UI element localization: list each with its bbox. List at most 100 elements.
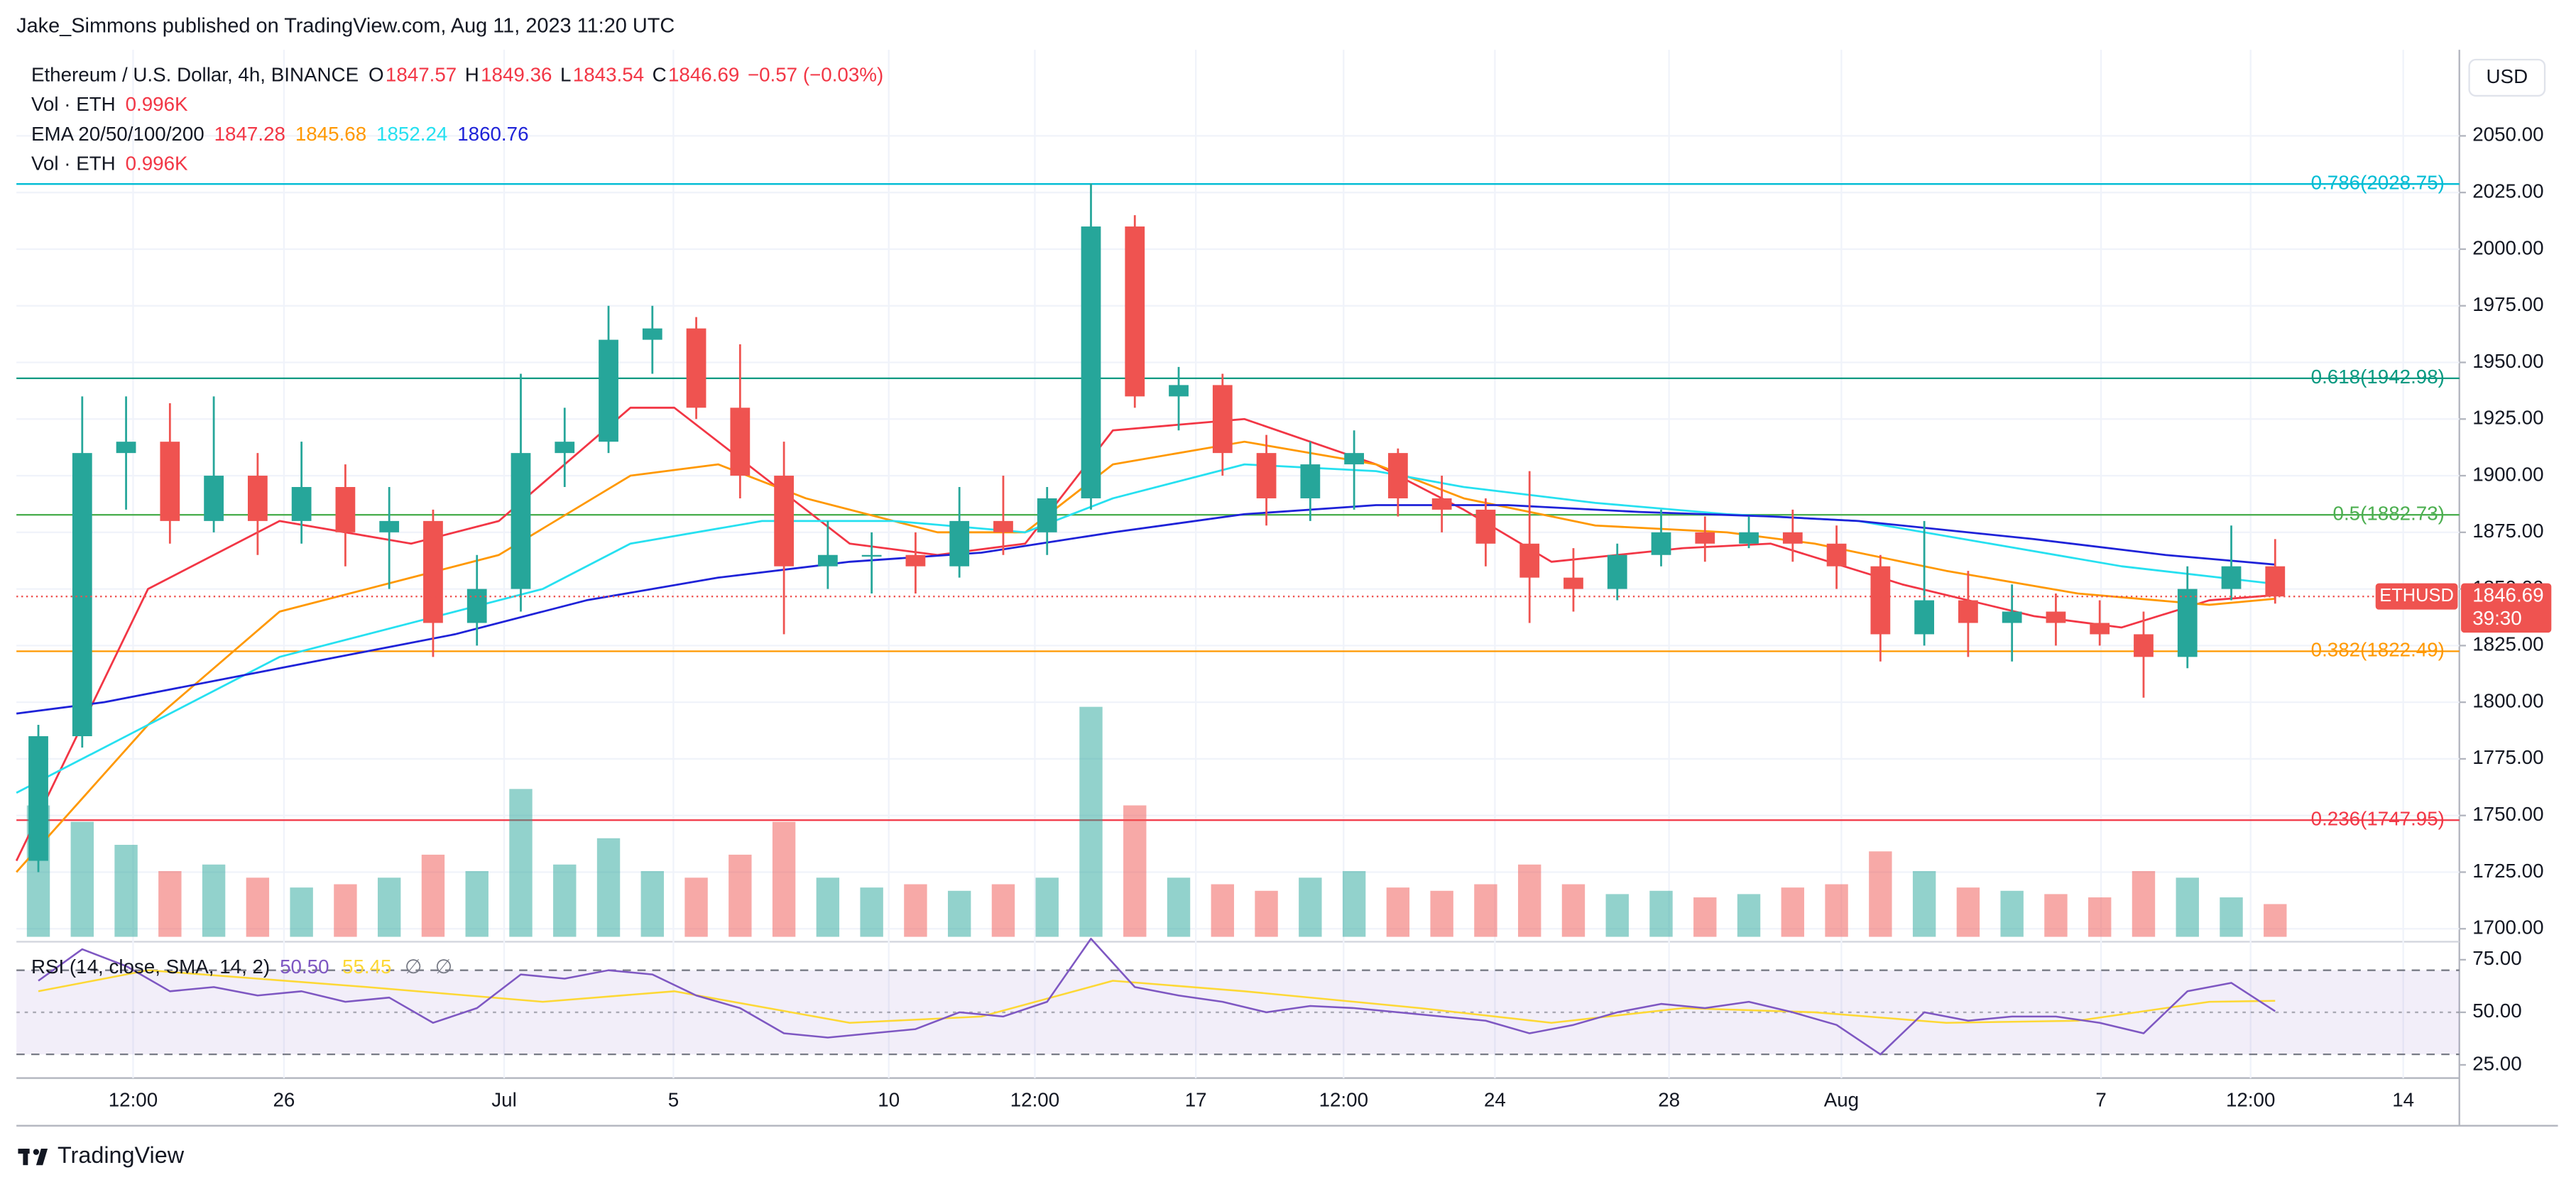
x-tick-label: 12:00 (1010, 1088, 1059, 1110)
y-tick-label: 1975.00 (2472, 293, 2543, 315)
volume-bar (1649, 890, 1673, 937)
x-tick-label: 14 (2392, 1088, 2414, 1110)
currency-label[interactable]: USD (2487, 65, 2528, 87)
candle-body (1125, 226, 1145, 397)
candle-body (1958, 600, 1978, 623)
volume-bar (1211, 884, 1235, 937)
volume-bar (947, 890, 971, 937)
volume-bar (1342, 871, 1366, 937)
candle-body (28, 736, 48, 861)
volume-bar (1912, 871, 1936, 937)
volume-bar (991, 884, 1015, 937)
legend-text: 55.45 (342, 956, 391, 978)
legend-text: Vol · ETH (31, 93, 116, 115)
legend-text: 50.50 (280, 956, 329, 978)
x-tick-label: 26 (273, 1088, 295, 1110)
volume-bar (1561, 884, 1586, 937)
volume-bar (1386, 887, 1410, 937)
rsi-ma-line (38, 969, 2276, 1024)
x-tick-label: 7 (2095, 1088, 2106, 1110)
volume-bar (2220, 897, 2243, 937)
currency-button[interactable] (2468, 58, 2546, 97)
x-tick-label: Jul (491, 1088, 516, 1110)
symbol-tag (2375, 583, 2458, 610)
legend-text: O (369, 63, 384, 85)
y-tick-label: 1800.00 (2472, 689, 2543, 711)
candle-body (642, 328, 662, 340)
logo-part (23, 1149, 28, 1166)
volume-bar (2176, 877, 2199, 937)
candle-body (905, 554, 926, 567)
candle-body (291, 487, 312, 521)
volume-bar (1430, 890, 1453, 937)
x-tick-label: 28 (1658, 1088, 1680, 1110)
legend-text: Vol · ETH (31, 152, 116, 174)
candle-body (817, 554, 838, 567)
rsi-tick-label: 50.00 (2472, 1000, 2521, 1022)
volume-bar (640, 871, 664, 937)
volume-bar (1518, 864, 1541, 937)
x-tick-label: 12:00 (109, 1088, 158, 1110)
volume-bar (1167, 877, 1191, 937)
candle-body (993, 520, 1013, 532)
volume-bar (772, 821, 796, 937)
logo-part (36, 1149, 48, 1166)
volume-bar (1035, 877, 1059, 937)
legend-text: C (653, 63, 667, 85)
volume-bar (904, 884, 927, 937)
legend-text: 0.996K (126, 93, 188, 115)
volume-bar (596, 838, 621, 937)
candle-body (1169, 385, 1189, 397)
legend-text: 1847.57 (386, 63, 457, 85)
x-tick-label: 10 (878, 1088, 900, 1110)
logo (18, 1149, 48, 1166)
candle-body (599, 339, 618, 442)
x-tick-label: Aug (1824, 1088, 1859, 1110)
candle-body (1870, 566, 1891, 635)
volume-bar (1474, 884, 1497, 937)
candle-body (335, 487, 356, 532)
volume-bar (816, 877, 840, 937)
x-tick-label: 12:00 (1319, 1088, 1368, 1110)
countdown-label: 39:30 (2472, 607, 2521, 629)
candle-body (2134, 634, 2154, 657)
volume-bar (202, 864, 226, 937)
y-tick-label: 2000.00 (2472, 236, 2543, 258)
volume-bar (158, 871, 182, 937)
volume-bar (290, 887, 313, 937)
candle-body (204, 476, 224, 521)
ema-line (15, 406, 2276, 862)
candle-body (1212, 385, 1233, 454)
x-tick-label: 24 (1484, 1088, 1506, 1110)
candle-body (160, 442, 180, 521)
candle-body (379, 520, 400, 532)
ema-line (16, 504, 2276, 715)
rsi-band (16, 970, 2460, 1055)
candle-body (1431, 498, 1452, 510)
candle-body (2265, 566, 2286, 597)
fib-label: 0.786(2028.75) (2311, 172, 2445, 194)
candle-body (2046, 611, 2066, 623)
legend-text: ∅ (435, 956, 452, 978)
volume-bar (1781, 887, 1805, 937)
legend-text: 1852.24 (376, 123, 447, 145)
volume-bar (2000, 890, 2024, 937)
candle-body (686, 328, 706, 408)
candle-body (116, 442, 136, 454)
y-tick-label: 1750.00 (2472, 803, 2543, 825)
candle-body (949, 520, 970, 567)
legend-text: RSI (14, close, SMA, 14, 2) (31, 956, 270, 978)
candle-body (861, 554, 882, 557)
candle-body (2002, 611, 2022, 623)
candle-body (2221, 566, 2242, 589)
volume-bar (1299, 877, 1322, 937)
legend-text: 1843.54 (573, 63, 644, 85)
fib-label: 0.236(1747.95) (2311, 808, 2445, 830)
volume-bar (1605, 894, 1629, 937)
y-tick-label: 1925.00 (2472, 407, 2543, 429)
candle-body (247, 476, 268, 521)
candle-body (1300, 464, 1321, 498)
volume-bar (1123, 805, 1147, 937)
candle-body (72, 453, 92, 737)
legend-text: ∅ (405, 956, 422, 978)
